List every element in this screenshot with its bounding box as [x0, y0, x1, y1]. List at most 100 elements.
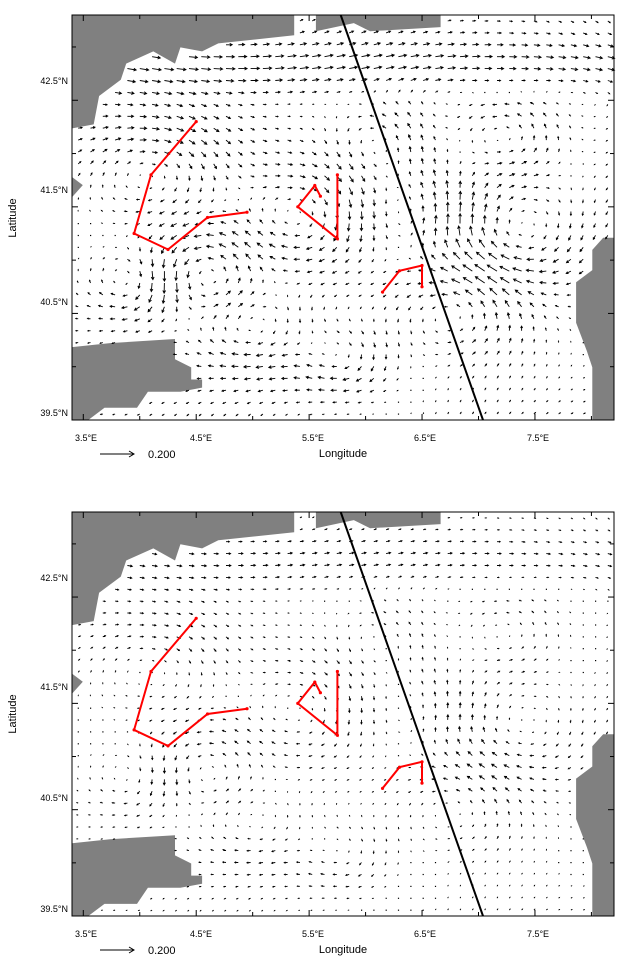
vector-arrow: [472, 552, 478, 555]
vector-arrow: [582, 660, 584, 662]
vector-arrow: [476, 288, 485, 296]
vector-arrow: [434, 897, 437, 899]
vector-arrow: [74, 341, 79, 344]
vector-arrow: [382, 101, 387, 105]
vector-arrow: [299, 115, 303, 118]
vector-arrow: [159, 199, 165, 203]
vector-arrow: [152, 67, 163, 72]
vector-arrow: [410, 826, 412, 830]
vector-arrow: [509, 55, 518, 59]
vector-arrow: [188, 79, 199, 84]
vector-arrow: [407, 134, 412, 141]
vector-arrow: [369, 389, 375, 393]
vector-arrow: [504, 787, 510, 792]
vector-arrow: [397, 246, 400, 248]
vector-arrow: [275, 563, 281, 567]
vector-arrow: [298, 791, 301, 794]
vector-arrow: [459, 364, 463, 367]
vector-arrow: [250, 636, 254, 639]
vector-arrow: [607, 55, 616, 60]
vector-arrow: [385, 755, 387, 758]
vector-arrow: [358, 862, 362, 866]
vector-arrow: [445, 225, 450, 236]
vector-arrow: [250, 317, 253, 320]
vector-arrow: [344, 401, 350, 404]
vector-arrow: [275, 174, 281, 178]
vector-arrow: [555, 113, 559, 117]
vector-arrow: [275, 624, 278, 626]
vector-arrow: [471, 140, 474, 144]
vector-arrow: [408, 145, 412, 153]
vector-arrow: [361, 528, 365, 531]
vector-arrow: [127, 67, 138, 72]
vector-arrow: [566, 247, 572, 253]
vector-arrow: [558, 32, 564, 35]
vector-arrow: [472, 162, 476, 165]
vector-arrow: [271, 220, 276, 224]
vector-arrow: [544, 327, 547, 331]
vector-arrow: [139, 623, 145, 627]
vector-arrow: [581, 199, 584, 204]
vector-arrow: [294, 270, 300, 273]
vector-arrow: [272, 413, 276, 416]
vector-arrow: [205, 233, 214, 237]
vector-arrow: [361, 672, 364, 677]
vector-arrow: [188, 67, 200, 72]
vector-arrow: [164, 103, 172, 108]
vector-arrow: [182, 223, 190, 227]
vector-arrow: [433, 679, 436, 685]
vector-arrow: [570, 564, 576, 568]
vector-arrow: [484, 172, 490, 177]
vector-arrow: [496, 517, 500, 519]
vector-arrow: [201, 67, 212, 72]
vector-arrow: [77, 777, 79, 780]
vector-arrow: [530, 235, 535, 238]
vector-arrow: [582, 517, 586, 520]
vector-arrow: [348, 850, 350, 854]
vector-arrow: [443, 305, 448, 308]
vector-arrow: [275, 197, 279, 200]
vector-arrow: [136, 826, 140, 829]
vector-arrow: [176, 91, 185, 96]
vector-arrow: [124, 222, 128, 225]
vector-arrow: [582, 175, 584, 178]
vector-arrow: [558, 43, 566, 48]
vector-arrow: [238, 42, 246, 47]
vector-arrow: [173, 341, 177, 344]
vector-arrow: [262, 588, 267, 591]
vector-arrow: [583, 412, 586, 415]
vector-arrow: [121, 317, 128, 321]
vector-arrow: [250, 54, 260, 59]
vector-arrow: [250, 139, 256, 143]
vector-arrow: [114, 658, 118, 661]
vector-arrow: [287, 198, 292, 201]
vector-arrow: [317, 388, 325, 392]
vector-arrow: [162, 897, 165, 900]
vector-arrow: [371, 624, 374, 626]
vector-arrow: [410, 705, 412, 709]
vector-arrow: [370, 366, 375, 372]
vector-arrow: [311, 175, 319, 180]
vector-arrow: [102, 137, 109, 141]
vector-arrow: [373, 587, 376, 590]
vector-arrow: [342, 389, 350, 393]
vector-arrow: [76, 789, 79, 792]
vector-arrow: [311, 139, 316, 143]
vector-arrow: [152, 552, 158, 556]
vector-arrow: [287, 600, 290, 602]
vector-arrow: [320, 282, 325, 286]
vector-arrow: [268, 353, 276, 358]
vector-arrow: [530, 743, 535, 746]
vector-arrow: [139, 138, 148, 142]
vector-arrow: [161, 187, 165, 191]
vector-arrow: [299, 187, 306, 190]
vector-arrow: [275, 78, 284, 82]
vector-arrow: [293, 364, 300, 368]
vector-arrow: [516, 102, 522, 105]
vector-arrow: [605, 199, 609, 203]
vector-arrow: [250, 186, 254, 189]
vector-arrow: [262, 576, 268, 579]
vector-arrow: [114, 743, 116, 745]
vector-arrow: [188, 814, 190, 816]
vector-arrow: [200, 813, 203, 816]
